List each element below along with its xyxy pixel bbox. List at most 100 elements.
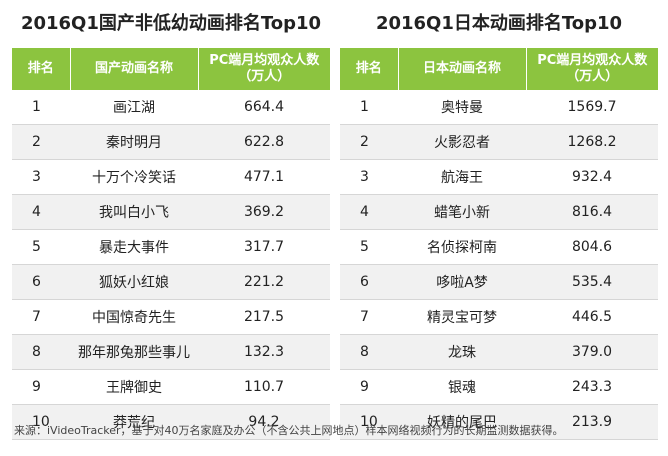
- rank-cell: 7: [12, 299, 70, 335]
- name-cell: 中国惊奇先生: [70, 299, 198, 335]
- table-row: 5 名侦探柯南 804.6: [340, 229, 658, 265]
- rank-cell: 2: [12, 124, 70, 160]
- table-row: 3 航海王 932.4: [340, 159, 658, 195]
- table-header-row: 排名 国产动画名称 PC端月均观众人数 （万人）: [12, 48, 330, 90]
- table-row: 6 哆啦A梦 535.4: [340, 264, 658, 300]
- japanese-ranking-panel: 2016Q1日本动画排名Top10 排名 日本动画名称 PC端月均观众人数 （万…: [340, 0, 658, 440]
- name-cell: 名侦探柯南: [398, 229, 526, 265]
- rank-cell: 4: [340, 194, 398, 230]
- viewers-cell: 379.0: [526, 334, 658, 370]
- table-row: 10 妖精的尾巴 213.9: [340, 404, 658, 440]
- source-note: 来源：iVideoTracker，基于对40万名家庭及办公（不含公共上网地点）样…: [14, 424, 564, 437]
- table-header-row: 排名 日本动画名称 PC端月均观众人数 （万人）: [340, 48, 658, 90]
- name-cell: 狐妖小红娘: [70, 264, 198, 300]
- rank-cell: 10: [340, 404, 398, 440]
- table-row: 1 画江湖 664.4: [12, 90, 330, 125]
- table-row: 9 王牌御史 110.7: [12, 369, 330, 405]
- table-row: 5 暴走大事件 317.7: [12, 229, 330, 265]
- name-cell: 我叫白小飞: [70, 194, 198, 230]
- name-cell: 十万个冷笑话: [70, 159, 198, 195]
- japanese-ranking-title: 2016Q1日本动画排名Top10: [375, 13, 623, 34]
- header-rank: 排名: [340, 48, 399, 90]
- name-cell: 暴走大事件: [70, 229, 198, 265]
- name-cell: 哆啦A梦: [398, 264, 526, 300]
- header-viewers-line1: PC端月均观众人数: [537, 53, 648, 68]
- table-row: 1 奥特曼 1569.7: [340, 90, 658, 125]
- table-row: 4 蜡笔小新 816.4: [340, 194, 658, 230]
- viewers-cell: 369.2: [198, 194, 330, 230]
- viewers-cell: 221.2: [198, 264, 330, 300]
- header-name: 国产动画名称: [70, 48, 199, 90]
- name-cell: 火影忍者: [398, 124, 526, 160]
- table-row: 2 火影忍者 1268.2: [340, 124, 658, 160]
- name-cell: 银魂: [398, 369, 526, 405]
- name-cell: 画江湖: [70, 90, 198, 125]
- rank-cell: 1: [12, 90, 70, 125]
- japanese-rows: 1 奥特曼 1569.7 2 火影忍者 1268.2 3 航海王 932.4 4 蜡笔小新 816.4…: [340, 90, 658, 440]
- table-row: 7 精灵宝可梦 446.5: [340, 299, 658, 335]
- viewers-cell: 1268.2: [526, 124, 658, 160]
- viewers-cell: 535.4: [526, 264, 658, 300]
- viewers-cell: 94.2: [198, 404, 330, 440]
- domestic-ranking-panel: 2016Q1国产非低幼动画排名Top10 排名 国产动画名称 PC端月均观众人数…: [12, 0, 330, 440]
- table-row: 2 秦时明月 622.8: [12, 124, 330, 160]
- rank-cell: 2: [340, 124, 398, 160]
- rank-cell: 8: [12, 334, 70, 370]
- viewers-cell: 110.7: [198, 369, 330, 405]
- name-cell: 秦时明月: [70, 124, 198, 160]
- table-row: 6 狐妖小红娘 221.2: [12, 264, 330, 300]
- rank-cell: 6: [12, 264, 70, 300]
- rank-cell: 4: [12, 194, 70, 230]
- rank-cell: 10: [12, 404, 70, 440]
- table-row: 8 那年那兔那些事儿 132.3: [12, 334, 330, 370]
- rank-cell: 9: [12, 369, 70, 405]
- name-cell: 王牌御史: [70, 369, 198, 405]
- header-viewers: PC端月均观众人数 （万人）: [198, 48, 330, 90]
- viewers-cell: 622.8: [198, 124, 330, 160]
- rank-cell: 5: [340, 229, 398, 265]
- domestic-ranking-title: 2016Q1国产非低幼动画排名Top10: [20, 13, 322, 34]
- table-row: 10 莽荒纪 94.2: [12, 404, 330, 440]
- table-row: 4 我叫白小飞 369.2: [12, 194, 330, 230]
- viewers-cell: 664.4: [198, 90, 330, 125]
- table-row: 7 中国惊奇先生 217.5: [12, 299, 330, 335]
- viewers-cell: 804.6: [526, 229, 658, 265]
- name-cell: 妖精的尾巴: [398, 404, 526, 440]
- name-cell: 那年那兔那些事儿: [70, 334, 198, 370]
- japanese-ranking-table: 排名 日本动画名称 PC端月均观众人数 （万人） 1 奥特曼 1569.7 2 火影忍者…: [340, 48, 658, 440]
- table-row: 8 龙珠 379.0: [340, 334, 658, 370]
- domestic-ranking-table: 排名 国产动画名称 PC端月均观众人数 （万人） 1 画江湖 664.4 2 秦时明月 6…: [12, 48, 330, 440]
- viewers-cell: 477.1: [198, 159, 330, 195]
- rank-cell: 5: [12, 229, 70, 265]
- viewers-cell: 217.5: [198, 299, 330, 335]
- viewers-cell: 446.5: [526, 299, 658, 335]
- table-row: 3 十万个冷笑话 477.1: [12, 159, 330, 195]
- name-cell: 蜡笔小新: [398, 194, 526, 230]
- viewers-cell: 317.7: [198, 229, 330, 265]
- domestic-rows: 1 画江湖 664.4 2 秦时明月 622.8 3 十万个冷笑话 477.1 4 我叫白小飞 369…: [12, 90, 330, 440]
- table-row: 9 银魂 243.3: [340, 369, 658, 405]
- name-cell: 奥特曼: [398, 90, 526, 125]
- name-cell: 龙珠: [398, 334, 526, 370]
- header-viewers-unit: （万人）: [238, 69, 291, 84]
- header-rank: 排名: [12, 48, 71, 90]
- viewers-cell: 1569.7: [526, 90, 658, 125]
- rank-cell: 7: [340, 299, 398, 335]
- name-cell: 精灵宝可梦: [398, 299, 526, 335]
- rank-cell: 9: [340, 369, 398, 405]
- rank-cell: 3: [12, 159, 70, 195]
- rank-cell: 1: [340, 90, 398, 125]
- name-cell: 莽荒纪: [70, 404, 198, 440]
- viewers-cell: 932.4: [526, 159, 658, 195]
- rank-cell: 8: [340, 334, 398, 370]
- header-name: 日本动画名称: [398, 48, 527, 90]
- header-viewers: PC端月均观众人数 （万人）: [526, 48, 658, 90]
- viewers-cell: 213.9: [526, 404, 658, 440]
- rank-cell: 6: [340, 264, 398, 300]
- viewers-cell: 132.3: [198, 334, 330, 370]
- rank-cell: 3: [340, 159, 398, 195]
- viewers-cell: 243.3: [526, 369, 658, 405]
- header-viewers-unit: （万人）: [566, 69, 619, 84]
- viewers-cell: 816.4: [526, 194, 658, 230]
- header-viewers-line1: PC端月均观众人数: [209, 53, 320, 68]
